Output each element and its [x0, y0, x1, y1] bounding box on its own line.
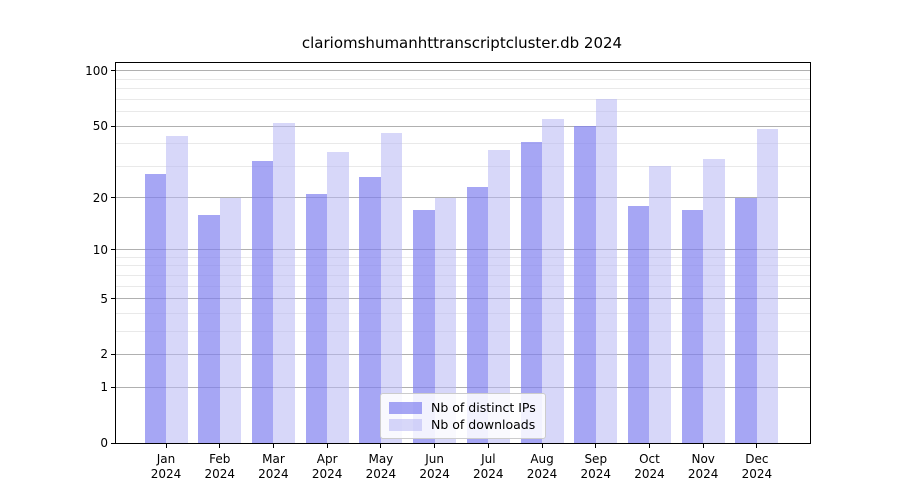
y-axis-tick-label: 10	[92, 242, 108, 257]
legend-item-distinct-ips: Nb of distinct IPs	[389, 399, 537, 416]
x-axis-tick-label: Sep 2024	[580, 452, 612, 481]
x-axis-tick-label: Jul 2024	[473, 452, 504, 481]
bar-downloads	[380, 132, 403, 443]
y-axis-tick-label: 2	[100, 347, 108, 362]
y-axis-tick	[111, 298, 115, 300]
bar-distinct-ips	[681, 210, 704, 443]
bar-distinct-ips	[198, 214, 220, 443]
x-axis-tick-label: Dec 2024	[741, 452, 773, 481]
y-gridline-minor	[116, 312, 810, 314]
y-axis-tick	[111, 442, 115, 444]
y-gridline-minor	[116, 143, 810, 145]
x-axis-tick	[756, 444, 758, 448]
y-gridline-minor	[116, 78, 810, 80]
bar-downloads	[756, 129, 779, 443]
y-gridline-major	[116, 70, 810, 72]
bar-distinct-ips	[251, 161, 274, 443]
y-gridline-minor	[116, 256, 810, 258]
x-axis-tick	[219, 444, 221, 448]
x-axis-tick	[541, 444, 543, 448]
y-gridline-major	[116, 249, 810, 251]
legend-label-distinct-ips: Nb of distinct IPs	[431, 399, 536, 415]
chart-title: clariomshumanhttranscriptcluster.db 2024	[301, 34, 623, 52]
bar-downloads	[327, 151, 349, 443]
bar-downloads	[488, 149, 510, 443]
bar-distinct-ips	[144, 174, 166, 443]
y-axis-tick	[111, 125, 115, 127]
legend-item-downloads: Nb of downloads	[389, 416, 537, 433]
y-gridline-minor	[116, 285, 810, 287]
y-axis-tick-label: 50	[92, 119, 108, 134]
y-gridline-minor	[116, 111, 810, 113]
x-axis-tick-label: Feb 2024	[204, 452, 235, 481]
bar-distinct-ips	[466, 186, 489, 443]
bar-distinct-ips	[735, 197, 757, 443]
x-axis-tick	[434, 444, 436, 448]
plot-area: 100 50 20 10 5 2 1 0 Jan 2024 Feb 2024 Mar 2024 Apr 202…	[85, 62, 811, 481]
bar-downloads	[649, 166, 671, 443]
bar-downloads	[273, 122, 295, 443]
y-gridline-major	[116, 353, 810, 355]
x-axis-tick-label: May 2024	[365, 452, 397, 481]
legend-swatch-downloads	[389, 418, 422, 431]
bar-downloads	[703, 158, 725, 443]
x-axis-tick	[487, 444, 489, 448]
y-gridline-major	[116, 125, 810, 127]
bar-distinct-ips	[413, 210, 435, 443]
bar-distinct-ips	[359, 177, 381, 443]
bar-downloads	[434, 197, 457, 443]
bar-distinct-ips	[574, 126, 596, 443]
y-axis-tick-label: 100	[85, 63, 108, 78]
y-axis-tick	[111, 197, 115, 199]
y-axis-tick	[111, 386, 115, 388]
legend-label-downloads: Nb of downloads	[431, 416, 536, 432]
y-gridline-minor	[116, 98, 810, 100]
bar-downloads	[595, 99, 618, 443]
bar-distinct-ips	[627, 205, 650, 443]
bar-distinct-ips	[305, 193, 328, 443]
x-axis-tick-label: Aug 2024	[526, 452, 558, 481]
y-axis-tick	[111, 70, 115, 72]
x-axis-tick	[272, 444, 274, 448]
y-axis-tick-label: 0	[100, 436, 108, 450]
y-gridline-major	[116, 386, 810, 388]
x-axis-tick	[165, 444, 167, 448]
bar-downloads	[219, 197, 242, 443]
x-axis-tick	[648, 444, 650, 448]
y-gridline-major	[116, 298, 810, 300]
y-gridline-minor	[116, 88, 810, 90]
y-axis-tick	[111, 353, 115, 355]
legend-swatch-distinct-ips	[389, 401, 422, 414]
y-gridline-major	[116, 197, 810, 199]
bar-downloads	[166, 136, 188, 443]
x-axis-tick	[595, 444, 597, 448]
y-gridline-minor	[116, 165, 810, 167]
y-axis-tick-label: 5	[100, 291, 108, 306]
y-axis-tick-label: 1	[100, 380, 108, 395]
x-axis-tick-label: Jun 2024	[419, 452, 450, 481]
x-axis-tick-label: Apr 2024	[311, 452, 343, 481]
bar-distinct-ips	[520, 141, 543, 443]
y-gridline-minor	[116, 274, 810, 276]
x-axis-tick-label: Nov 2024	[687, 452, 719, 481]
x-axis-tick-label: Jan 2024	[150, 452, 182, 481]
y-gridline-minor	[116, 330, 810, 332]
y-axis-tick-label: 20	[92, 190, 108, 205]
x-axis-tick-label: Mar 2024	[258, 452, 289, 481]
x-axis-tick	[702, 444, 704, 448]
x-axis-tick-label: Oct 2024	[634, 452, 665, 481]
legend: Nb of distinct IPs Nb of downloads	[380, 393, 546, 439]
x-axis-tick	[326, 444, 328, 448]
y-axis-tick	[111, 249, 115, 251]
x-axis-tick	[380, 444, 382, 448]
y-gridline-minor	[116, 265, 810, 267]
bar-downloads	[542, 118, 564, 443]
